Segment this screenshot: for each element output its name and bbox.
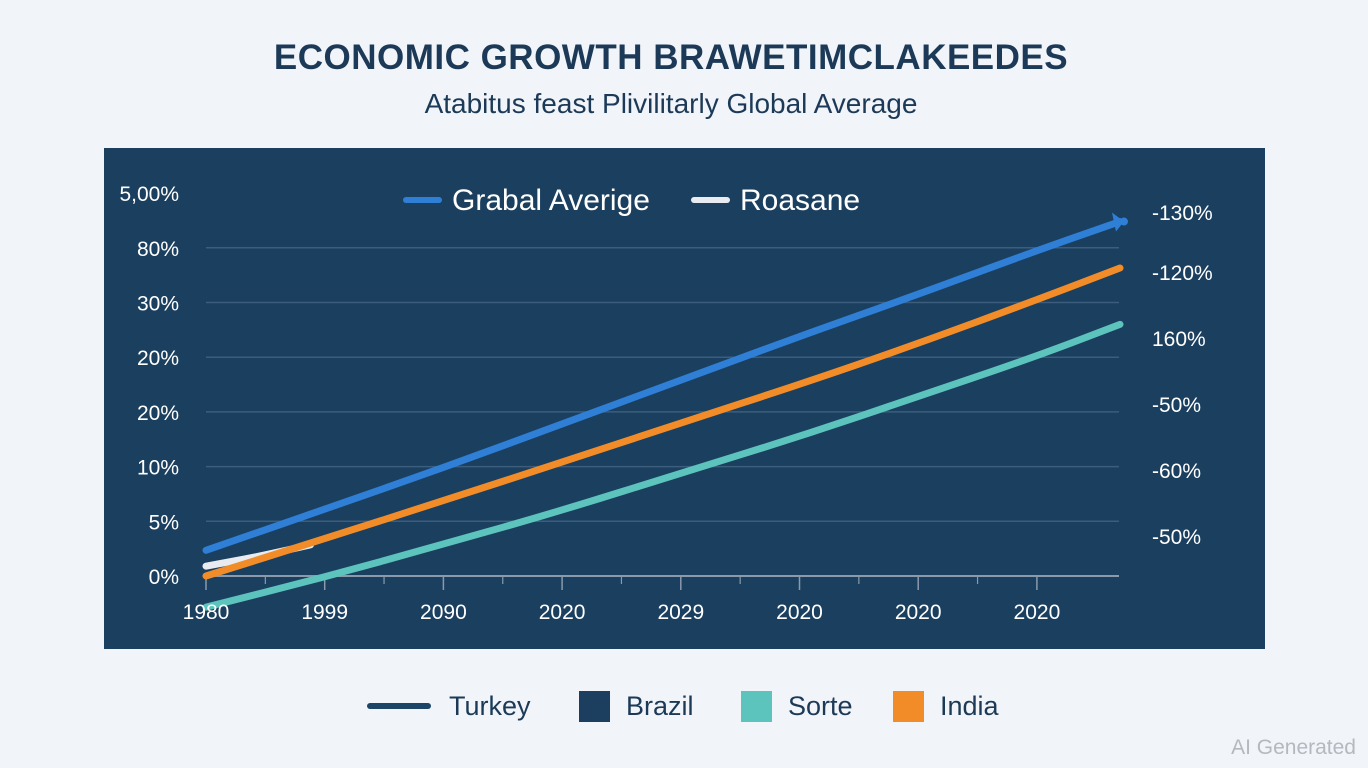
legend-label-sorte: Sorte bbox=[788, 690, 853, 721]
x-tick-label: 2020 bbox=[776, 601, 823, 624]
x-tick-label: 2020 bbox=[1014, 601, 1061, 624]
x-tick-label: 1980 bbox=[183, 601, 230, 624]
ai-generated-watermark: AI Generated bbox=[1231, 736, 1356, 759]
y-right-tick-label: -130% bbox=[1152, 202, 1213, 225]
series-end-arrow bbox=[1111, 212, 1124, 232]
chart-title: ECONOMIC GROWTH BRAWETIMCLAKEEDES bbox=[273, 38, 1069, 77]
y-left-tick-label: 0% bbox=[149, 566, 179, 589]
legend-label-global-average: Grabal Averige bbox=[452, 184, 650, 217]
y-right-tick-label: -120% bbox=[1152, 262, 1213, 285]
india-color-swatch bbox=[893, 690, 924, 722]
gridlines bbox=[206, 247, 1119, 523]
top-legend: Grabal Averige Roasane bbox=[403, 184, 860, 217]
tick-labels: 0% 5% 10% 20% 20% 30% 80% 5,00% -50% -60% -50% 160%… bbox=[119, 183, 1212, 624]
chart-panel: 0% 5% 10% 20% 20% 30% 80% 5,00% -50% -60% -50% 160%… bbox=[104, 148, 1265, 649]
y-left-tick-label: 20% bbox=[137, 402, 179, 425]
turkey-line-swatch bbox=[367, 703, 431, 709]
series-lines bbox=[202, 212, 1128, 611]
legend-label-brazil: Brazil bbox=[626, 690, 694, 721]
sorte-color-swatch bbox=[741, 690, 772, 722]
y-right-tick-label: -60% bbox=[1152, 460, 1201, 483]
y-left-tick-label: 10% bbox=[137, 457, 179, 480]
y-left-tick-label: 5% bbox=[149, 511, 179, 534]
legend-item-sorte[interactable]: Sorte bbox=[741, 686, 853, 726]
chart-subtitle: Atabitus feast Plivilitarly Global Avera… bbox=[424, 88, 918, 119]
y-left-tick-label: 80% bbox=[137, 238, 179, 261]
y-left-tick-label: 20% bbox=[137, 347, 179, 370]
legend-item-brazil[interactable]: Brazil bbox=[579, 686, 694, 726]
series-line-sorte bbox=[202, 320, 1124, 611]
y-right-tick-label: -50% bbox=[1152, 526, 1201, 549]
series-end-dot bbox=[1119, 217, 1128, 226]
line-chart: 0% 5% 10% 20% 20% 30% 80% 5,00% -50% -60% -50% 160%… bbox=[119, 183, 1212, 624]
series-line-grabal-averige bbox=[202, 218, 1124, 554]
x-tick-label: 2020 bbox=[539, 601, 586, 624]
brazil-color-swatch bbox=[579, 690, 610, 722]
y-right-tick-label: -50% bbox=[1152, 394, 1201, 417]
legend-label-india: India bbox=[940, 690, 999, 721]
legend-item-india[interactable]: India bbox=[893, 686, 999, 726]
bottom-legend: Turkey Brazil Sorte India bbox=[0, 686, 1368, 726]
x-axis bbox=[205, 575, 1119, 590]
x-tick-label: 2090 bbox=[420, 601, 467, 624]
legend-label-turkey: Turkey bbox=[449, 690, 531, 721]
series-line-india bbox=[202, 264, 1124, 580]
x-tick-label: 1999 bbox=[301, 601, 348, 624]
y-left-tick-label: 5,00% bbox=[119, 183, 179, 206]
x-tick-label: 2029 bbox=[657, 601, 704, 624]
x-tick-label: 2020 bbox=[895, 601, 942, 624]
legend-item-turkey[interactable]: Turkey bbox=[367, 686, 531, 726]
legend-label-roasane: Roasane bbox=[740, 184, 860, 217]
y-left-tick-label: 30% bbox=[137, 293, 179, 316]
y-right-tick-label: 160% bbox=[1152, 328, 1206, 351]
